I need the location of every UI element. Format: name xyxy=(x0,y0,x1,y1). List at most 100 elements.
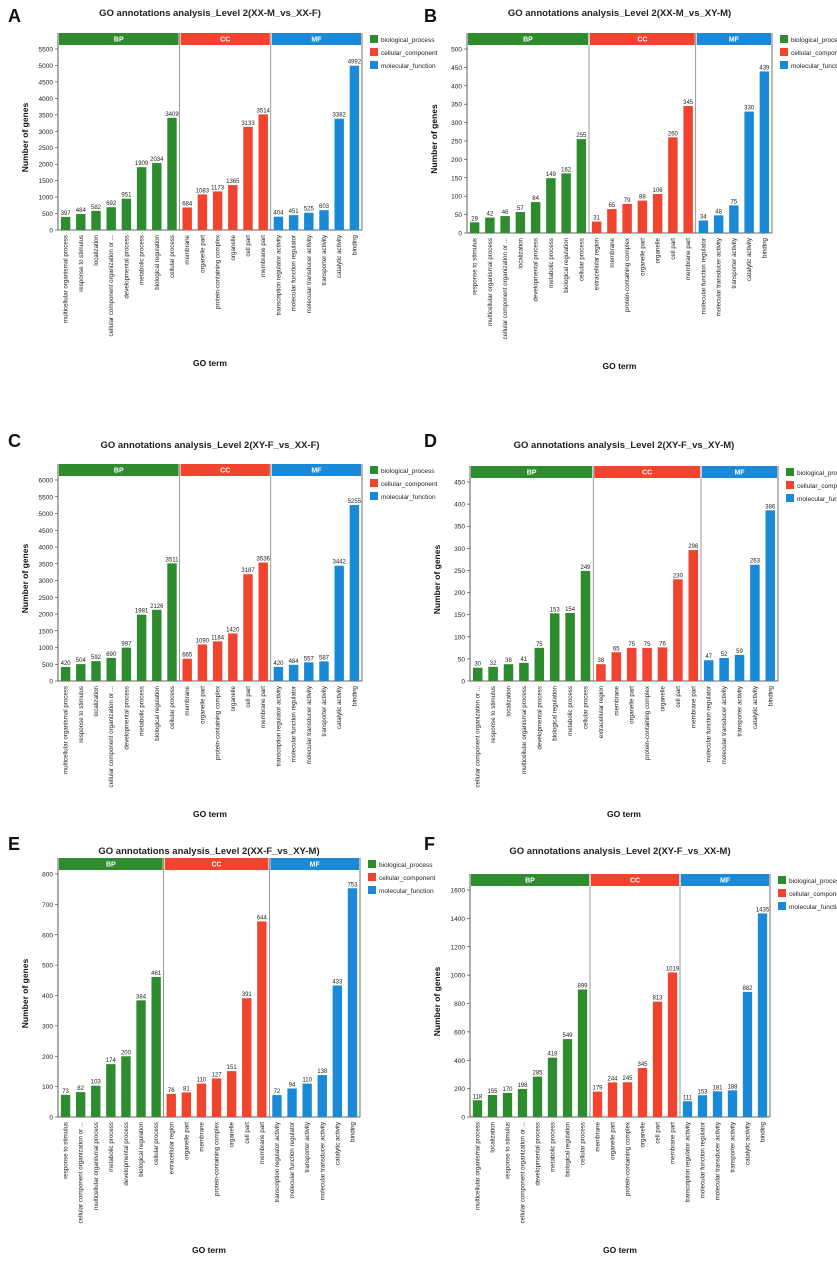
legend-label-cc: cellular_component xyxy=(381,50,438,57)
y-tick-label: 4000 xyxy=(39,96,54,103)
y-tick-label: 800 xyxy=(454,1001,465,1008)
y-tick-label: 5000 xyxy=(39,63,54,70)
bar-value-label: 813 xyxy=(652,996,663,1002)
bar-value-label: 5255 xyxy=(348,499,362,505)
y-tick-label: 450 xyxy=(451,65,462,72)
legend-swatch-mf xyxy=(786,494,794,502)
x-tick-label: localization xyxy=(490,1121,497,1152)
bar xyxy=(532,1076,543,1117)
bar-value-label: 153 xyxy=(550,607,561,613)
bar-value-label: 1909 xyxy=(135,161,149,167)
bar xyxy=(682,1101,693,1117)
bar xyxy=(591,221,602,233)
y-tick-label: 1000 xyxy=(39,195,54,202)
bar-value-label: 345 xyxy=(683,100,694,106)
x-tick-label: catalytic activity xyxy=(334,1121,341,1165)
bar-value-label: 111 xyxy=(683,1095,693,1101)
category-label-mf: MF xyxy=(720,878,731,885)
x-tick-label: organelle part xyxy=(199,235,206,273)
x-tick-label: developmental process xyxy=(536,686,543,750)
bar-value-label: 1083 xyxy=(196,188,210,194)
legend-swatch-bp xyxy=(780,35,788,43)
bar xyxy=(228,185,238,230)
bar xyxy=(121,198,132,230)
bar xyxy=(136,614,147,681)
panel-letter: E xyxy=(8,834,20,854)
bar-value-label: 3514 xyxy=(257,108,271,114)
category-label-cc: CC xyxy=(630,878,640,885)
x-tick-label: cell part xyxy=(670,238,677,260)
category-label-cc: CC xyxy=(642,470,652,477)
x-tick-label: biological regulation xyxy=(154,234,161,289)
y-tick-label: 5000 xyxy=(39,511,54,518)
y-tick-label: 0 xyxy=(49,1115,53,1122)
x-tick-label: developmental process xyxy=(123,686,130,750)
y-tick-label: 400 xyxy=(451,83,462,90)
bar xyxy=(304,662,314,681)
y-tick-label: 1000 xyxy=(39,645,54,652)
y-tick-label: 3500 xyxy=(39,561,54,568)
x-tick-label: organelle xyxy=(229,1121,236,1147)
category-label-mf: MF xyxy=(311,37,322,44)
bar xyxy=(75,1092,86,1117)
x-tick-label: cell part xyxy=(655,1122,662,1144)
y-tick-label: 4000 xyxy=(39,545,54,552)
bar xyxy=(166,1093,176,1117)
y-tick-label: 0 xyxy=(49,228,53,235)
bar-value-label: 73 xyxy=(62,1089,69,1095)
bar xyxy=(317,1075,327,1117)
legend-swatch-cc xyxy=(786,481,794,489)
x-tick-label: cellular component organization or ... xyxy=(108,235,115,337)
bar xyxy=(197,644,208,681)
y-tick-label: 100 xyxy=(454,634,465,641)
x-tick-label: metabolic process xyxy=(548,238,555,288)
bar-value-label: 181 xyxy=(712,1085,723,1091)
x-tick-label: organelle part xyxy=(629,686,636,724)
x-tick-label: response to stimulus xyxy=(78,686,85,743)
y-tick-label: 0 xyxy=(461,1115,465,1122)
panel-letter: F xyxy=(424,834,435,854)
bar-value-label: 3442 xyxy=(333,560,347,566)
bar-value-label: 127 xyxy=(212,1072,223,1078)
y-tick-label: 50 xyxy=(458,656,466,663)
bar-value-label: 3187 xyxy=(241,568,255,574)
bar-value-label: 75 xyxy=(628,642,635,648)
category-band-cc xyxy=(594,466,700,478)
bar xyxy=(580,570,591,681)
x-tick-label: multicellular organismal process xyxy=(521,686,528,774)
bar xyxy=(547,1057,558,1117)
x-tick-label: organelle xyxy=(230,234,237,260)
bar xyxy=(197,194,208,230)
bar-value-label: 47 xyxy=(705,654,712,660)
bar xyxy=(637,1068,648,1117)
bar-value-label: 75 xyxy=(644,642,651,648)
bar-value-label: 118 xyxy=(473,1094,483,1100)
bar xyxy=(349,504,360,681)
bar-value-label: 179 xyxy=(592,1086,603,1092)
y-tick-label: 600 xyxy=(454,1029,465,1036)
x-tick-label: binding xyxy=(760,1121,767,1142)
y-tick-label: 0 xyxy=(49,679,53,686)
x-tick-label: organelle xyxy=(230,685,237,711)
bar-value-label: 592 xyxy=(91,655,102,661)
y-tick-label: 5500 xyxy=(39,494,54,501)
bar xyxy=(60,1094,71,1117)
bar xyxy=(546,178,556,233)
bar xyxy=(152,609,162,681)
x-tick-label: metabolic process xyxy=(139,235,146,285)
bar xyxy=(626,647,637,681)
x-tick-label: multicellular organismal process xyxy=(475,1122,482,1210)
bar xyxy=(76,214,86,230)
bar xyxy=(106,657,116,681)
bar-value-label: 75 xyxy=(731,199,738,205)
x-tick-label: cellular process xyxy=(153,1122,160,1165)
bar xyxy=(243,574,253,681)
bar-value-label: 1981 xyxy=(135,609,149,615)
bar-value-label: 1420 xyxy=(226,627,240,633)
y-tick-label: 500 xyxy=(42,211,53,218)
bar xyxy=(167,563,177,681)
y-tick-label: 250 xyxy=(454,568,465,575)
bar-value-label: 230 xyxy=(673,573,684,579)
bar xyxy=(106,1064,116,1117)
x-axis-label: GO term xyxy=(607,809,641,819)
